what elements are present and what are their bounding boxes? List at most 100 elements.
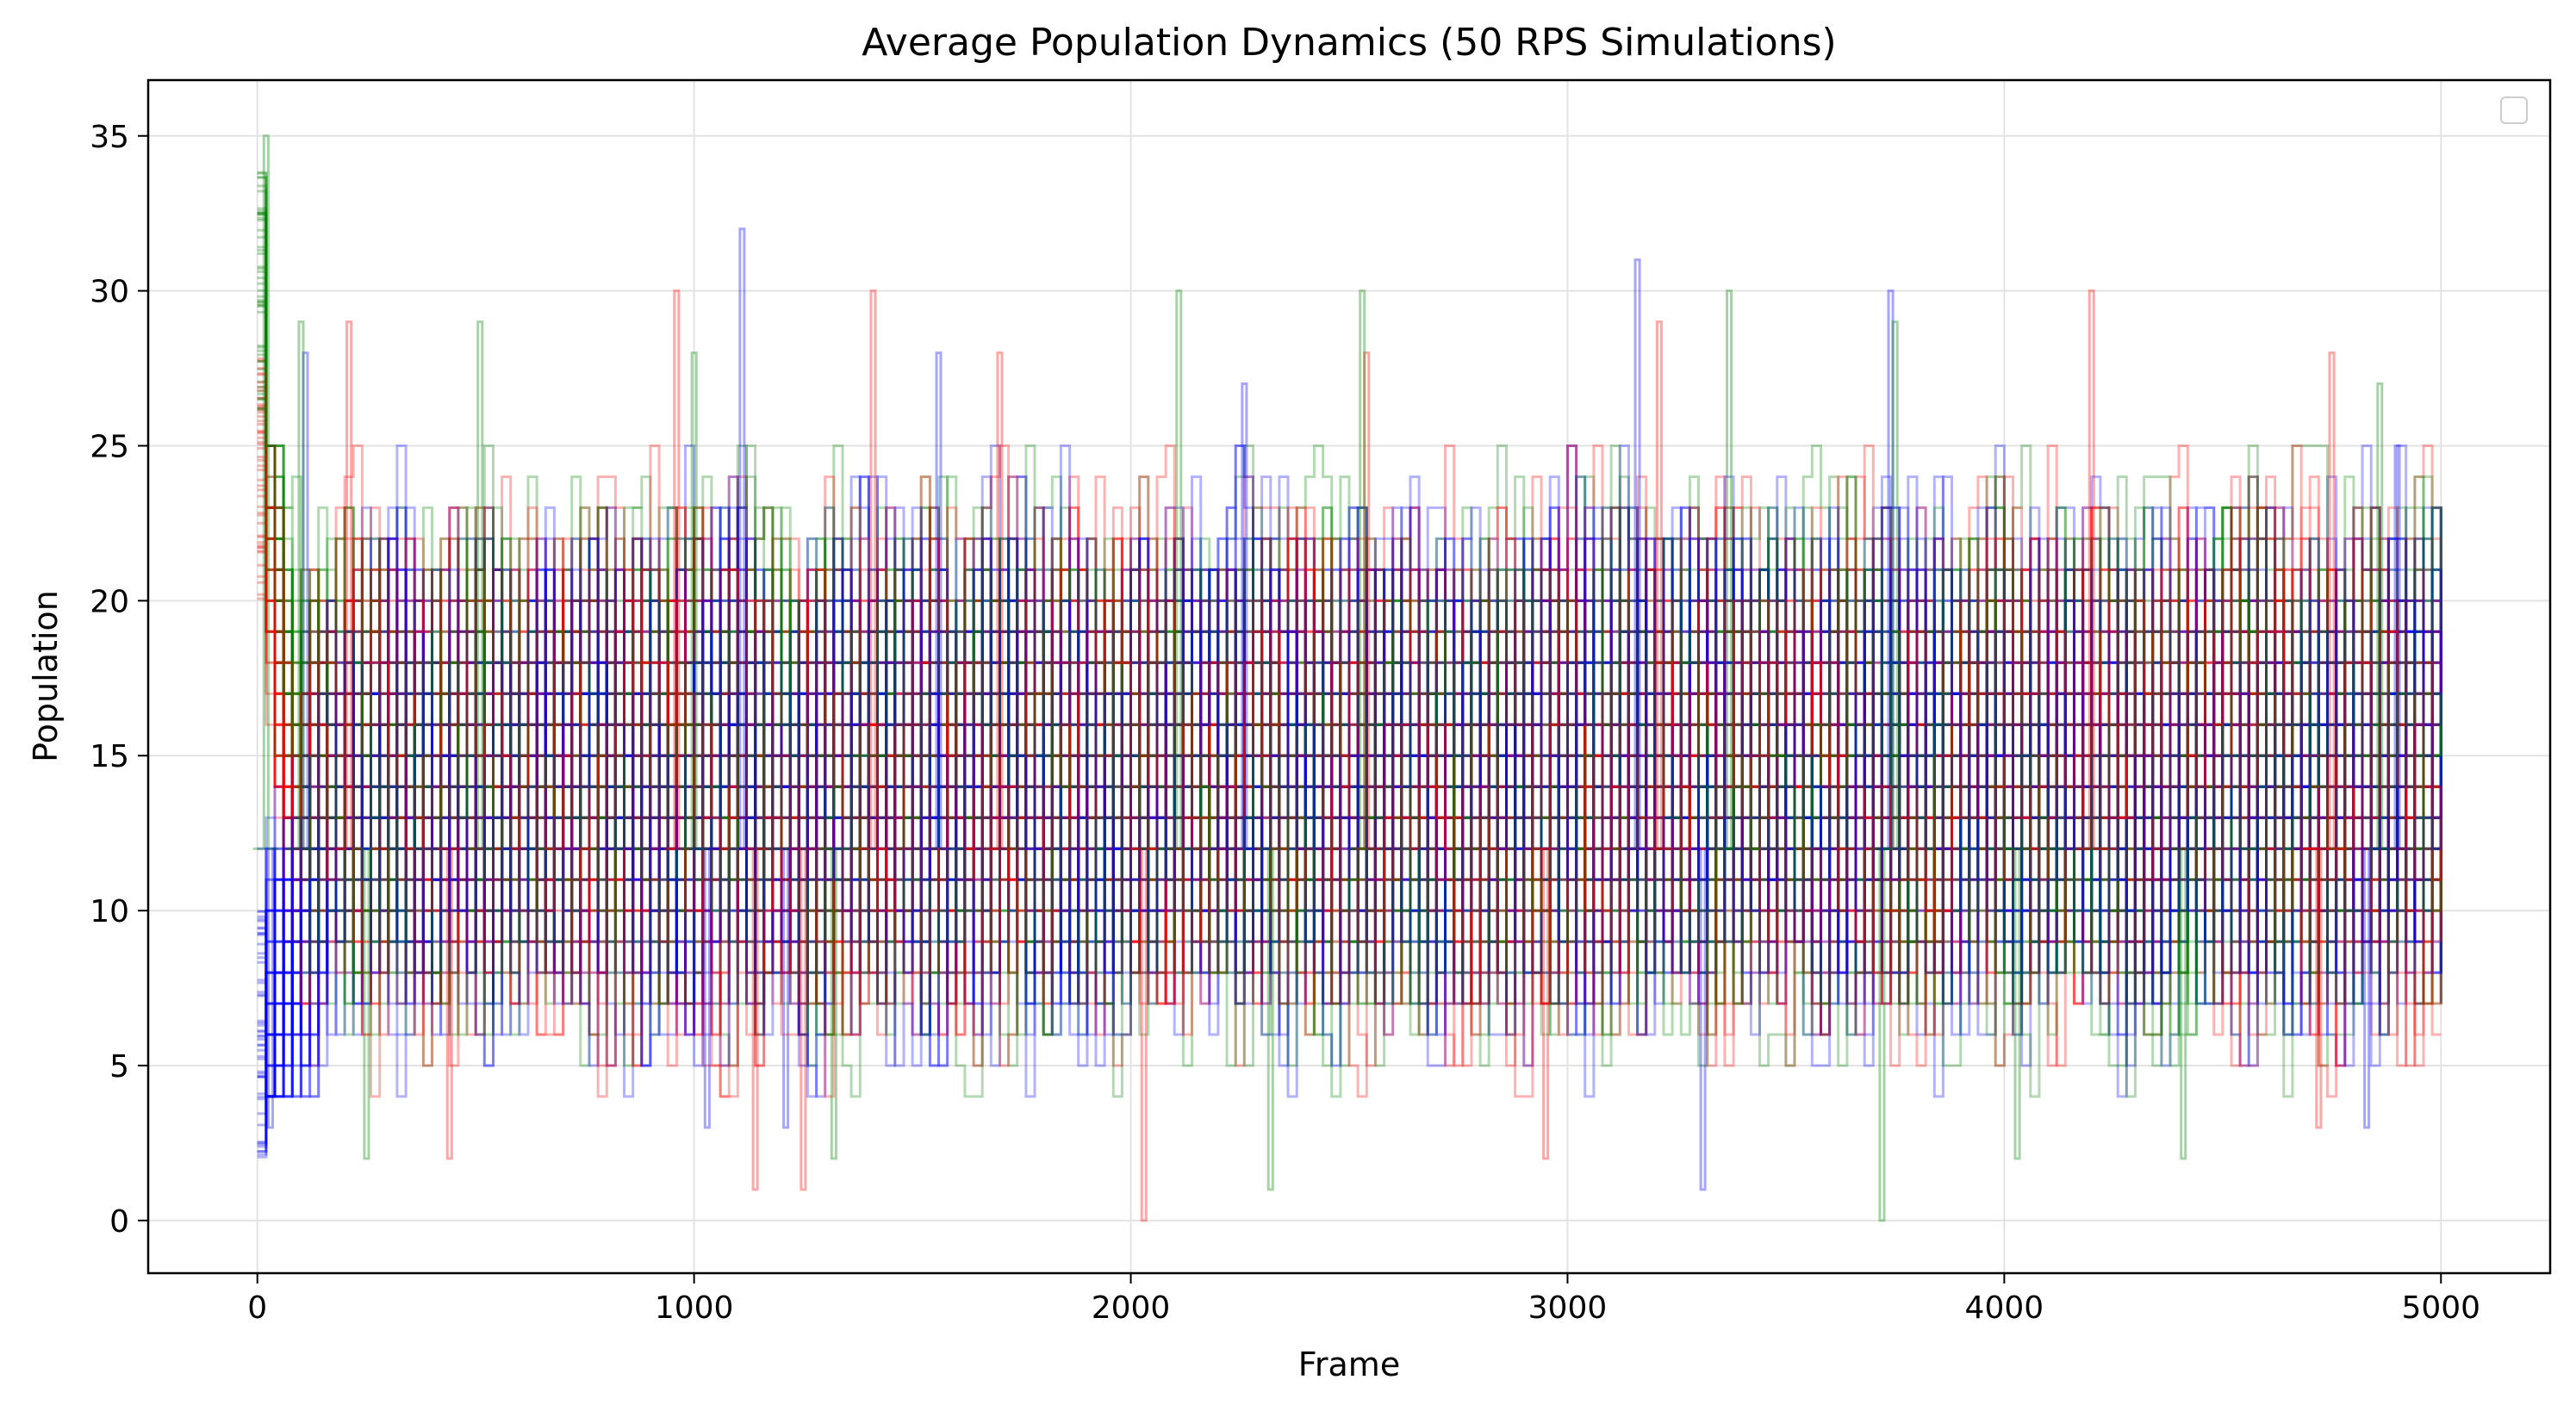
simulation-line-green	[257, 408, 2442, 1067]
simulation-line-blue	[257, 444, 2442, 1148]
excursion-line-green	[288, 320, 314, 850]
simulation-line-blue	[257, 476, 2442, 1098]
simulation-line-green	[257, 236, 2442, 1067]
simulation-line-green	[257, 217, 2442, 1036]
simulation-line-green	[257, 184, 2442, 1067]
excursion-line-blue	[2384, 444, 2411, 850]
simulation-line-green	[257, 289, 2442, 1067]
x-tick-label: 4000	[1965, 1290, 2044, 1326]
simulation-line-green	[257, 171, 2442, 1098]
simulation-line-green	[257, 353, 2442, 1067]
simulation-line-blue	[257, 444, 2442, 1036]
simulation-line-blue	[257, 537, 2442, 1067]
simulation-line-blue	[257, 537, 2442, 1067]
excursion-line-green	[467, 320, 494, 850]
excursion-line-blue	[257, 847, 284, 1129]
simulation-line-green	[257, 246, 2442, 1098]
simulation-line-blue	[257, 444, 2442, 1101]
simulation-line-blue	[257, 444, 2442, 1078]
y-tick-label: 15	[90, 739, 129, 774]
x-tick-label: 5000	[2401, 1290, 2480, 1326]
simulation-line-green	[257, 219, 2442, 1036]
x-tick-label: 3000	[1528, 1290, 1608, 1326]
excursion-line-blue	[1689, 847, 1716, 1191]
simulation-line-red	[257, 444, 2442, 1036]
excursion-line-blue	[772, 847, 800, 1129]
excursion-line-green	[353, 847, 380, 1160]
excursion-line-green	[1715, 289, 1743, 850]
simulation-line-blue	[257, 506, 2442, 1036]
simulation-line-green	[257, 211, 2442, 1067]
simulation-line-red	[257, 476, 2442, 1067]
simulation-line-green	[257, 270, 2442, 1067]
simulation-line-red	[257, 386, 2442, 1067]
simulation-line-blue	[257, 476, 2442, 1156]
simulation-line-blue	[257, 537, 2442, 1098]
simulation-line-red	[257, 488, 2442, 1067]
simulation-line-red	[257, 447, 2442, 1067]
simulation-line-green	[257, 305, 2442, 1036]
y-axis-ticks: 0 5 10 15 20 25 30 35	[90, 120, 148, 1240]
simulation-line-blue	[257, 506, 2442, 1098]
excursion-line-green	[1349, 289, 1376, 850]
simulation-line-green	[257, 392, 2442, 1036]
simulation-line-red	[257, 469, 2442, 1036]
simulation-line-blue	[257, 506, 2442, 1146]
simulation-line-blue	[257, 476, 2442, 1067]
simulation-line-blue	[257, 476, 2442, 1098]
simulation-line-green	[257, 397, 2442, 1036]
simulation-line-blue	[257, 568, 2442, 1098]
simulation-line-blue	[257, 568, 2442, 1067]
y-tick-label: 5	[109, 1049, 129, 1085]
simulation-line-blue	[257, 476, 2442, 1067]
simulation-line-red	[257, 444, 2442, 1098]
simulation-line-green	[257, 228, 2442, 1036]
excursion-line-green	[1257, 847, 1284, 1191]
y-tick-label: 35	[90, 120, 129, 155]
grid-lines	[148, 80, 2550, 1273]
simulation-line-blue	[257, 476, 2442, 1098]
excursion-line-green	[1882, 320, 1908, 850]
simulation-line-blue	[257, 537, 2442, 1098]
simulation-line-red	[257, 476, 2442, 1067]
excursion-line-blue	[729, 227, 756, 850]
simulation-line-green	[257, 349, 2442, 1098]
simulation-line-red	[257, 373, 2442, 1098]
simulation-line-green	[257, 252, 2442, 1098]
excursion-line-red	[436, 847, 463, 1160]
simulation-line-red	[257, 415, 2442, 1005]
excursion-line-green	[2004, 847, 2031, 1160]
y-tick-label: 10	[90, 894, 129, 929]
simulation-line-red	[257, 476, 2442, 1098]
excursion-line-red	[986, 351, 1013, 850]
simulation-line-green	[257, 249, 2442, 1036]
legend-box	[2500, 96, 2528, 124]
simulation-line-blue	[257, 568, 2442, 1098]
excursion-line-red	[336, 320, 363, 850]
simulation-line-green	[257, 295, 2442, 1036]
simulation-line-red	[257, 403, 2442, 1036]
simulation-line-red	[257, 537, 2442, 1036]
simulation-line-blue	[257, 476, 2442, 1153]
y-tick-label: 20	[90, 584, 129, 619]
y-tick-label: 0	[109, 1204, 129, 1240]
simulation-line-green	[257, 282, 2442, 1005]
simulation-line-green	[257, 190, 2442, 1005]
simulation-line-red	[257, 444, 2442, 1067]
excursion-line-red	[742, 847, 768, 1191]
simulation-line-blue	[257, 476, 2442, 1153]
simulation-line-blue	[257, 506, 2442, 1144]
simulation-line-red	[257, 476, 2442, 1036]
simulation-line-blue	[257, 476, 2442, 1067]
y-tick-label: 25	[90, 429, 129, 464]
excursion-line-green	[2170, 847, 2197, 1160]
simulation-line-green	[257, 310, 2442, 1067]
x-axis-label: Frame	[1298, 1346, 1400, 1383]
simulation-line-red	[257, 372, 2442, 1067]
x-axis-ticks: 0 1000 2000 3000 4000 5000	[247, 1273, 2480, 1326]
simulation-line-green	[257, 176, 2442, 1067]
excursion-line-red	[2078, 289, 2105, 850]
excursion-line-green	[1869, 847, 1895, 1222]
excursion-line-red	[663, 289, 690, 850]
